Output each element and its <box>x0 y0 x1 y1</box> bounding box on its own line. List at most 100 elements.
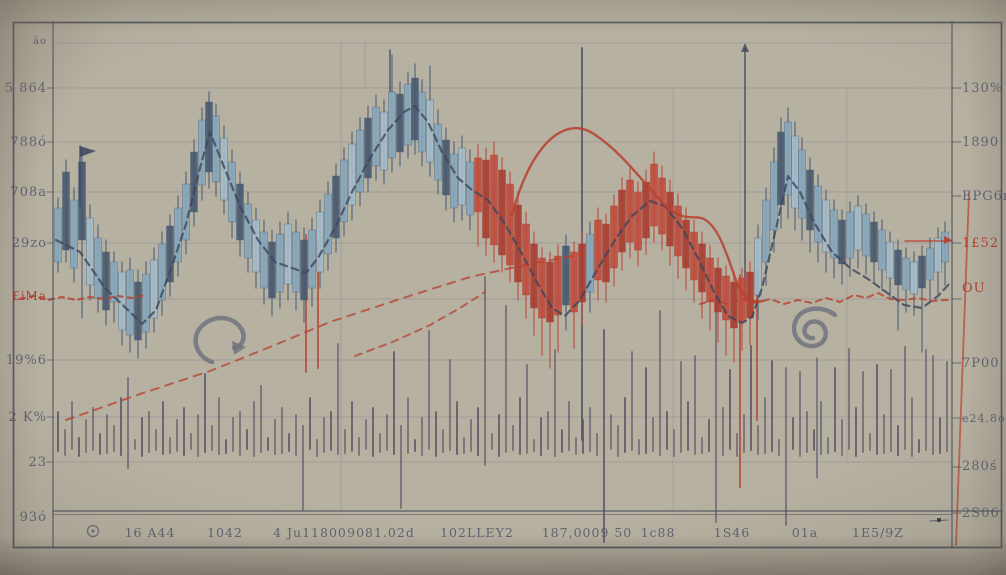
candle-body <box>682 219 690 269</box>
candle-body <box>870 221 878 263</box>
candle-body <box>316 211 324 273</box>
candle-body <box>610 205 618 269</box>
candle-body <box>284 223 292 285</box>
y-axis-label-right: e24.8ó <box>962 412 1006 425</box>
x-axis-label: 1S46 <box>714 525 750 540</box>
candle-body <box>578 243 586 303</box>
y-axis-label-right: 7P00 <box>962 356 1000 371</box>
candle-body <box>78 161 86 241</box>
origin-marker-dot <box>91 529 95 533</box>
y-axis-label-left: 29zo <box>12 236 47 251</box>
x-axis-label: 1E5/9Z <box>852 525 904 540</box>
candle-body <box>838 219 846 265</box>
y-axis-label-left: £iMa <box>12 289 47 303</box>
layer-frame <box>12 21 1003 549</box>
y-axis-label-right: 2S06 <box>962 506 1000 521</box>
candle-body <box>798 149 806 219</box>
candle-body <box>110 261 118 303</box>
candle-body <box>714 267 722 313</box>
loop-arrow-icon <box>193 315 246 365</box>
red-edge-line <box>955 191 970 546</box>
swirl-arrow-icon <box>791 306 838 349</box>
y-axis-label-right: 280ś <box>962 459 997 474</box>
candle-body <box>514 204 522 283</box>
red-dashed-trendline-b <box>354 291 486 357</box>
layer-volume <box>57 276 948 543</box>
layer-ma-line <box>54 104 952 326</box>
candle-body <box>70 199 78 269</box>
candle-body <box>618 189 626 253</box>
candle-body <box>814 185 822 243</box>
candle-body <box>372 106 380 167</box>
candle-body <box>934 237 942 273</box>
y-axis-label-left: 708a <box>10 185 47 200</box>
candle-body <box>102 251 110 311</box>
layer-annotations <box>193 306 838 365</box>
y-axis-label-left: āo <box>33 36 47 47</box>
candle-body <box>150 259 158 319</box>
candle-body <box>142 273 150 333</box>
candle-body <box>396 93 404 153</box>
candle-body <box>554 255 562 316</box>
candle-body <box>308 229 316 289</box>
red-dashed-right-level <box>699 292 953 305</box>
candle-body <box>458 147 466 206</box>
x-axis-label: 1c88 <box>641 525 676 540</box>
y-axis-label-left: 19%6 <box>6 353 47 368</box>
candle-body <box>158 243 166 301</box>
red-distribution-arc <box>510 127 765 303</box>
x-axis-label: 4 Ju11800 <box>273 525 347 540</box>
candle-body <box>570 251 578 313</box>
origin-marker-icon <box>86 524 100 538</box>
candle-body <box>418 91 426 153</box>
candle-body <box>166 225 174 283</box>
candle-body <box>586 233 594 293</box>
candle-body <box>562 245 570 306</box>
candle-body <box>706 257 714 303</box>
candle-body <box>220 137 228 201</box>
candle-body <box>498 169 506 256</box>
candle-body <box>846 211 854 259</box>
candle-body <box>332 175 340 239</box>
y-axis-label-left: 788ó <box>10 135 47 150</box>
x-axis-label: 16 A44 <box>125 525 176 540</box>
candle-body <box>910 261 918 295</box>
candle-body <box>506 183 514 266</box>
candle-body <box>86 217 94 286</box>
candle-body <box>886 241 894 279</box>
candle-body <box>426 99 434 163</box>
candle-body <box>404 83 412 146</box>
candle-body <box>830 209 838 259</box>
candle-body <box>300 239 308 301</box>
y-axis-label-right: 1£52 <box>962 236 999 251</box>
candle-body <box>722 275 730 321</box>
candle-body <box>918 255 926 289</box>
y-axis-label-left: 2 K% <box>9 410 47 425</box>
candle-body <box>490 154 498 246</box>
candle-body <box>777 131 785 206</box>
candle-body <box>754 237 762 296</box>
loop-arrow-head-icon <box>232 341 246 355</box>
candle-body <box>674 205 682 257</box>
up-arrow-tick-icon <box>741 43 749 52</box>
candle-body <box>54 207 62 263</box>
x-axis-label: 102LLEY2 <box>440 525 514 540</box>
y-axis-label-right: EPG6ь <box>962 189 1006 204</box>
candle-body <box>268 241 276 299</box>
red-dashed-left-level <box>18 293 148 302</box>
candle-body <box>746 271 754 319</box>
y-axis-label-left: 23 <box>28 455 47 470</box>
candle-body <box>474 157 482 213</box>
price-tag-arrow-icon <box>944 236 952 244</box>
candle-body <box>902 257 910 291</box>
candle-body <box>324 193 332 255</box>
candle-body <box>822 199 830 253</box>
candle-body <box>62 171 70 251</box>
candle-body <box>791 135 799 209</box>
y-axis-label-left: 5 864 <box>5 81 47 96</box>
candle-body <box>292 231 300 293</box>
candle-body <box>126 269 134 336</box>
y-axis-label-left: 93ó <box>20 510 47 525</box>
candle-body <box>666 191 674 247</box>
